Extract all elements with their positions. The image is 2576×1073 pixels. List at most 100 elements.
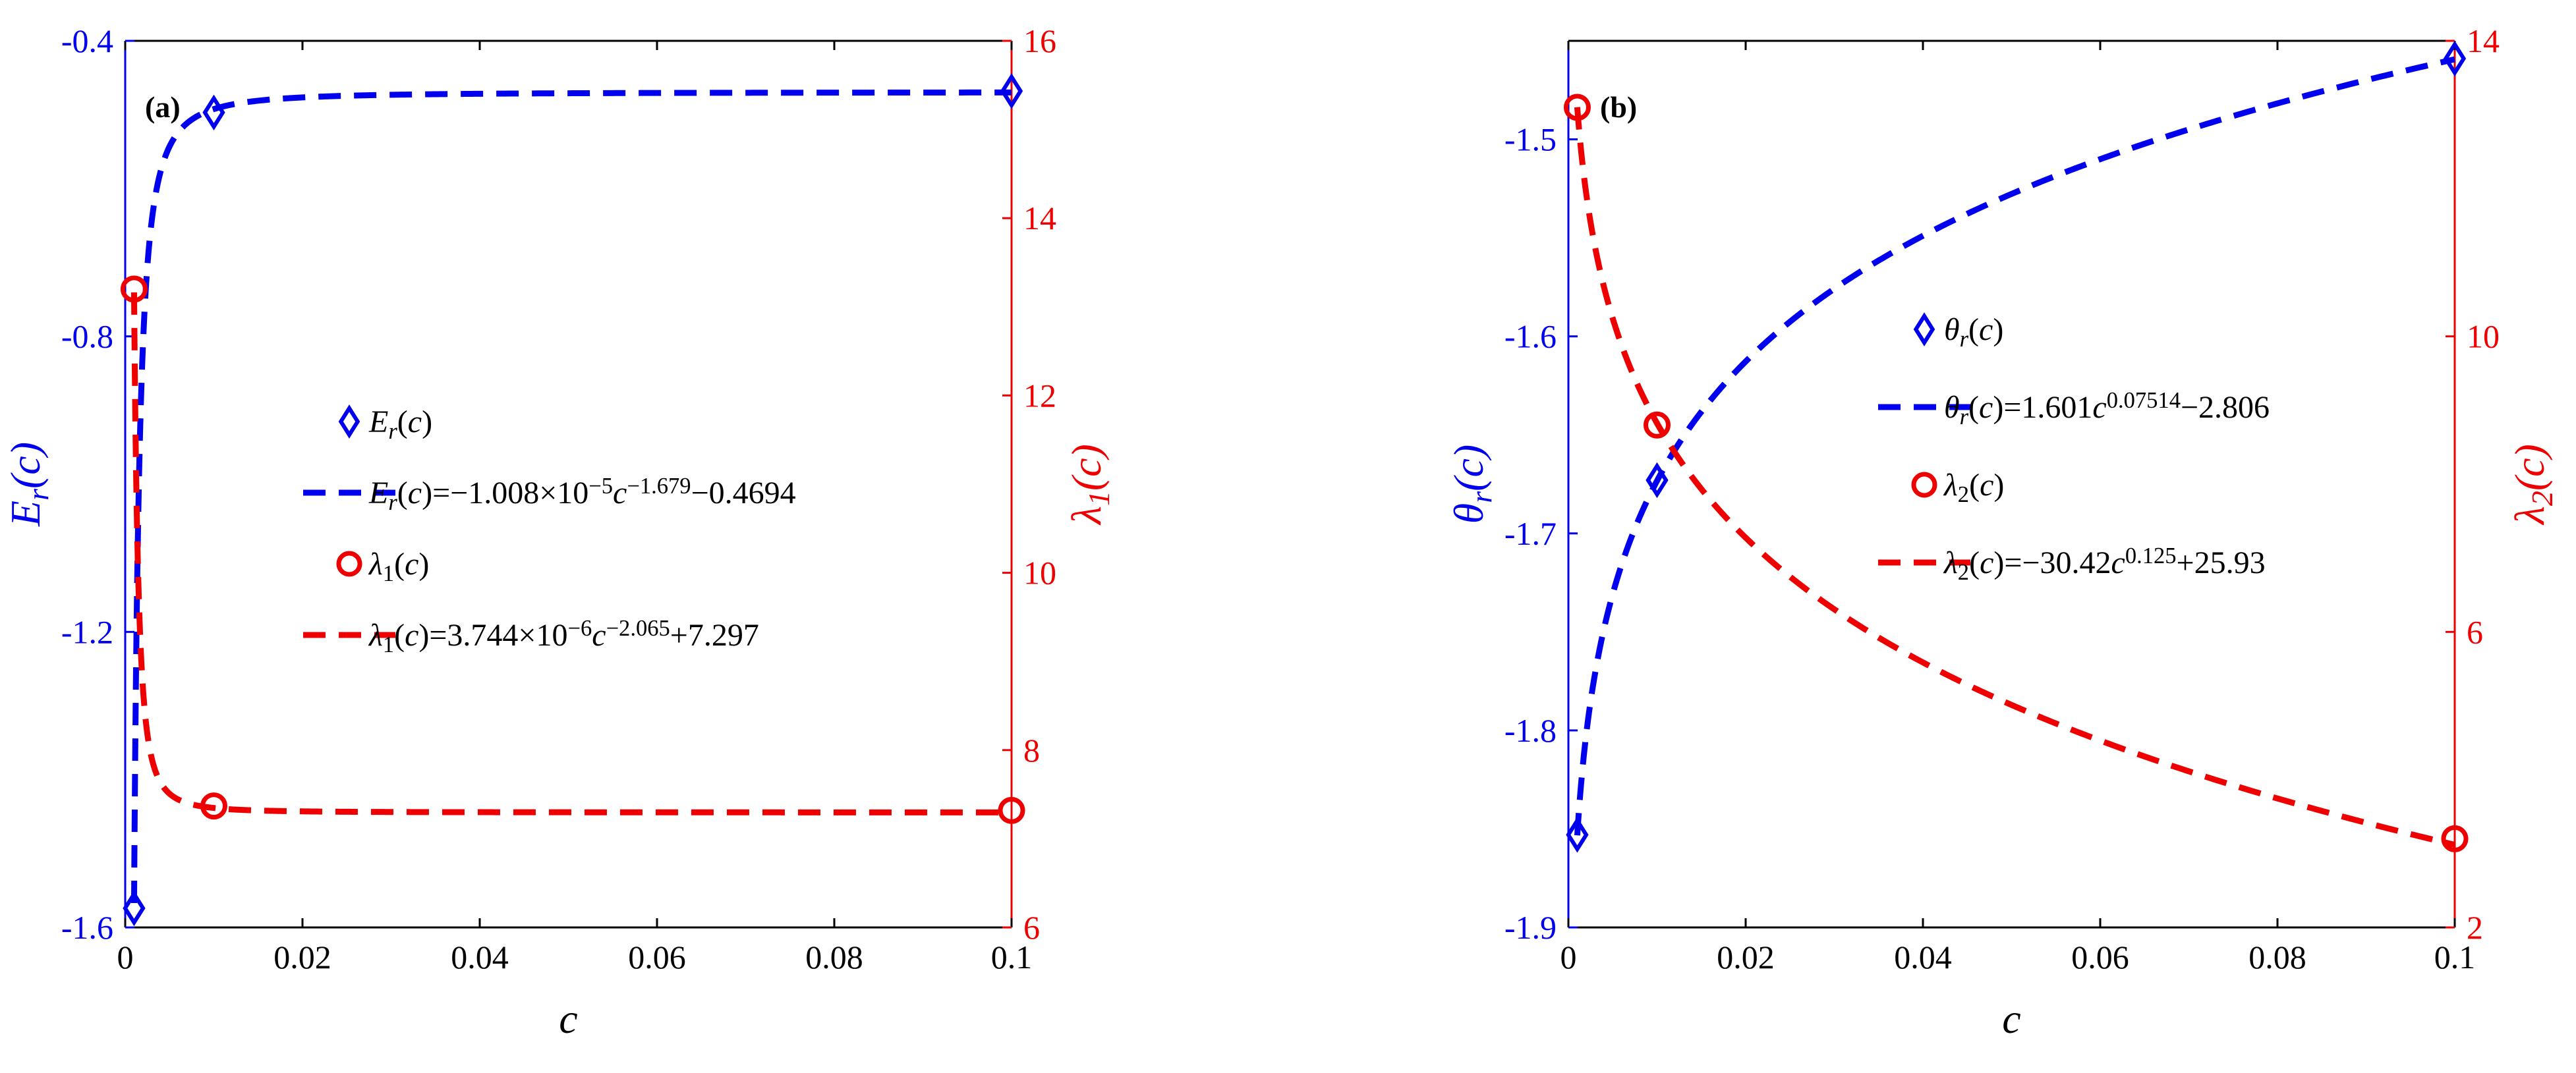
- data-point-left: [202, 94, 225, 131]
- legend-entry-1-part-0: E: [368, 476, 388, 510]
- legend-entry-1-part-2: (: [397, 476, 408, 510]
- right-y-axis-label: λ1(c): [1063, 444, 1116, 526]
- legend-entry-3: λ2(c)=−30.42c0.125+25.93: [1943, 543, 2266, 584]
- legend-entry-2: λ2(c): [1943, 468, 2004, 507]
- legend-entry-3-part-6: c: [592, 618, 606, 653]
- legend-entry-3: λ1(c)=3.744×10−6c−2.065+7.297: [368, 616, 759, 657]
- left-y-tick-label: -1.2: [61, 613, 113, 650]
- legend-entry-1-part-4: )=−1.008×10: [422, 476, 588, 510]
- left-y-axis-label-sub: r: [1464, 491, 1498, 503]
- legend-entry-0-part-1: r: [388, 419, 397, 444]
- x-tick-label: 0.06: [2071, 939, 2129, 976]
- legend: Er(c)Er(c)=−1.008×10−5c−1.679−0.4694λ1(c…: [303, 404, 796, 657]
- legend-entry-0-part-3: c: [1979, 312, 1993, 347]
- legend-entry-0: θr(c): [1944, 312, 2003, 352]
- left-y-axis-label-base: E: [2, 501, 49, 527]
- data-point-right: [1563, 94, 1591, 121]
- x-tick-label: 0.1: [2434, 939, 2476, 976]
- left-y-axis-label-base: θ: [1445, 503, 1492, 524]
- legend-entry-3-part-7: −2.065: [606, 616, 670, 641]
- x-tick-label: 0.04: [1894, 939, 1952, 976]
- data-point-left: [1646, 462, 1669, 499]
- fit-curve-left: [1574, 56, 2455, 836]
- legend-entry-0-part-0: θ: [1944, 312, 1960, 347]
- right-y-axis-label-tail: (c): [2506, 444, 2553, 491]
- panel-a: 0 0.02 0.04 0.06 0.08 0.1 -0.4 -0.8 -1.2 -1.6 6 8 10…: [2, 22, 1116, 1042]
- right-y-tick-label: 8: [1023, 732, 1040, 769]
- left-y-axis-label-sub: r: [21, 488, 55, 501]
- right-y-tick-label: 16: [1023, 22, 1056, 59]
- left-y-tick-label: -1.5: [1504, 121, 1557, 158]
- left-y-axis-label-tail: (c): [1445, 445, 1492, 491]
- left-y-tick-label: -1.8: [1504, 712, 1557, 749]
- panel-b: 0 0.02 0.04 0.06 0.08 0.1 -1.5 -1.6 -1.7 -1.8 -1.9…: [1445, 22, 2559, 1042]
- left-y-axis-label: Er(c): [2, 442, 55, 527]
- legend-entry-1-part-8: −0.4694: [691, 476, 796, 510]
- legend-diamond-marker: [338, 404, 360, 439]
- right-y-axis-label: λ2(c): [2506, 444, 2559, 526]
- right-y-tick-label: 14: [2467, 22, 2500, 59]
- legend-entry-0-part-3: c: [408, 404, 422, 439]
- right-y-tick-label: 10: [2467, 318, 2500, 355]
- legend-entry-3-part-0: λ: [1943, 545, 1958, 580]
- right-y-axis-label-text: λ1(c): [1063, 444, 1116, 526]
- legend-entry-1-part-6: c: [613, 476, 627, 510]
- left-y-axis-label-tail: (c): [2, 442, 49, 489]
- right-y-tick-label: 2: [2467, 909, 2483, 946]
- legend-entry-3-part-2: (: [1969, 545, 1980, 580]
- legend-entry-1-part-2: (: [1968, 390, 1979, 425]
- data-point-left: [123, 890, 146, 927]
- legend-diamond-marker: [1913, 312, 1935, 346]
- x-tick-label: 0.1: [991, 939, 1033, 976]
- right-y-tick-label: 6: [1023, 909, 1040, 946]
- fit-curve-left: [130, 89, 1012, 904]
- data-point-right: [1644, 411, 1671, 439]
- legend-entry-3-part-1: 2: [1958, 560, 1969, 585]
- legend-entry-0-part-4: ): [422, 404, 432, 439]
- legend-entry-3-part-7: +25.93: [2177, 545, 2266, 580]
- x-tick-label: 0.02: [273, 939, 331, 976]
- legend-entry-2-part-1: 2: [1958, 482, 1969, 507]
- legend-entry-3-part-2: (: [394, 618, 405, 653]
- left-y-axis-label: θr(c): [1445, 445, 1498, 524]
- legend-entry-1-part-1: r: [1960, 404, 1969, 429]
- legend-entry-2-part-2: (: [1969, 468, 1980, 503]
- x-tick-label: 0.08: [805, 939, 863, 976]
- legend-entry-0-part-2: (: [397, 404, 408, 439]
- panel-label: (b): [1600, 90, 1637, 124]
- fit-curve-right: [130, 292, 1012, 815]
- left-y-tick-label: -0.8: [61, 318, 113, 355]
- legend-entry-0-part-1: r: [1960, 327, 1969, 352]
- data-point-right: [120, 275, 148, 303]
- fit-curve-right: [1574, 107, 2456, 848]
- legend-entry-3-part-3: c: [1980, 545, 1993, 580]
- legend-entry-1-part-3: c: [408, 476, 422, 510]
- legend-entry-3-part-4: )=−30.42: [1993, 545, 2111, 580]
- legend-entry-2-part-1: 1: [383, 561, 394, 586]
- legend-entry-2-part-4: ): [418, 547, 429, 582]
- legend-entry-3-part-6: 0.125: [2125, 543, 2177, 568]
- x-tick-label: 0: [1560, 939, 1577, 976]
- legend-entry-3-part-8: +7.297: [670, 618, 759, 653]
- x-axis-label: c: [559, 995, 577, 1042]
- legend-entry-3-part-5: c: [2111, 545, 2125, 580]
- x-tick-label: 0.08: [2248, 939, 2306, 976]
- legend-entry-3-part-0: λ: [368, 618, 383, 653]
- legend-entry-1-part-6: 0.07514: [2107, 388, 2181, 413]
- legend-circle-marker: [336, 551, 362, 577]
- left-y-tick-label: -1.7: [1504, 515, 1557, 552]
- legend-entry-1-part-7: −1.679: [627, 474, 691, 499]
- legend-entry-1-part-7: −2.806: [2181, 390, 2270, 425]
- x-tick-label: 0.06: [628, 939, 686, 976]
- right-y-axis-label-text: λ2(c): [2506, 444, 2559, 526]
- legend-entry-1-part-3: c: [1979, 390, 1993, 425]
- legend-entry-0-part-0: E: [368, 404, 388, 439]
- legend-entry-1-part-0: θ: [1944, 390, 1960, 425]
- right-y-tick-label: 12: [1023, 377, 1056, 414]
- legend-entry-3-part-3: c: [405, 618, 418, 653]
- data-point-left: [1566, 817, 1589, 853]
- right-y-tick-label: 14: [1023, 200, 1056, 236]
- legend-entry-1-part-1: r: [388, 490, 397, 515]
- right-y-tick-label: 6: [2467, 613, 2483, 650]
